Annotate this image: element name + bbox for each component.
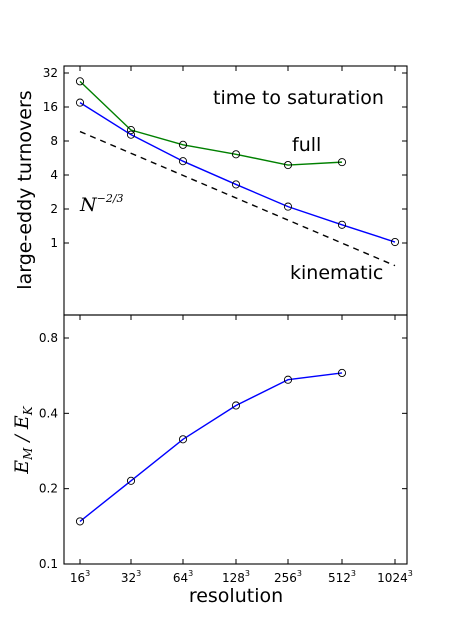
xtick-label-exp: 3 xyxy=(85,569,90,578)
data-point xyxy=(231,150,241,159)
xtick-label-base: 32 xyxy=(121,571,136,585)
data-point xyxy=(337,158,347,167)
xtick-label: 163 xyxy=(70,569,90,585)
data-point xyxy=(283,202,293,211)
top-ytick-label: 8 xyxy=(50,134,58,148)
data-point xyxy=(283,160,293,170)
series-line-full xyxy=(79,80,343,166)
data-point xyxy=(126,130,136,139)
kinematic-label: kinematic xyxy=(290,262,383,284)
bottom-ytick-label: 0.1 xyxy=(39,557,58,571)
xtick-label-exp: 3 xyxy=(408,569,413,578)
top-ytick-label: 32 xyxy=(43,66,58,80)
top-ytick-label: 4 xyxy=(50,168,58,182)
bottom-panel: 0.10.20.40.8 163 323 643 1283 2563 5123 10243 … xyxy=(11,66,413,607)
top-ytick-label: 1 xyxy=(50,236,58,250)
xtick-label: 2563 xyxy=(274,569,302,585)
data-point xyxy=(178,435,188,444)
bottom-ytick-label: 0.4 xyxy=(39,406,58,420)
data-point xyxy=(337,368,347,378)
scaling-exponent: −2/3 xyxy=(97,192,124,205)
xtick-label-exp: 3 xyxy=(136,569,141,578)
y-label-slash: / xyxy=(11,429,33,447)
xtick-label-exp: 3 xyxy=(188,569,193,578)
data-point xyxy=(178,157,188,166)
xtick-label-base: 16 xyxy=(70,571,85,585)
scaling-label: N−2/3 xyxy=(79,192,124,216)
top-ytick-label: 16 xyxy=(43,100,58,114)
svg-text:EM / EK: EM / EK xyxy=(11,405,35,475)
data-point xyxy=(231,401,241,410)
xtick-label-base: 256 xyxy=(274,571,297,585)
series-line-series-0 xyxy=(79,372,343,522)
xtick-label: 323 xyxy=(121,569,141,585)
data-point xyxy=(126,126,136,135)
data-point xyxy=(75,98,85,107)
xtick-label-exp: 3 xyxy=(297,569,302,578)
bottom-y-axis-label: EM / EK xyxy=(11,405,35,475)
y-label-den: E xyxy=(11,415,33,430)
xtick-label: 5123 xyxy=(328,569,356,585)
series-line-kinematic xyxy=(79,130,396,267)
data-point xyxy=(231,180,241,189)
bottom-ytick-label: 0.8 xyxy=(39,331,58,345)
data-point xyxy=(75,77,85,86)
y-label-den-sub: K xyxy=(21,405,35,416)
bottom-ytick-label: 0.2 xyxy=(39,482,58,496)
data-point xyxy=(283,375,293,384)
xtick-label: 643 xyxy=(173,569,193,585)
top-ytick-label: 2 xyxy=(50,202,58,216)
xtick-label-base: 512 xyxy=(328,571,351,585)
x-axis-label: resolution xyxy=(189,585,283,607)
xtick-label-exp: 3 xyxy=(245,569,250,578)
data-point xyxy=(337,220,347,229)
scaling-base: N xyxy=(79,194,98,216)
time-to-saturation-label: time to saturation xyxy=(213,87,384,109)
data-point xyxy=(126,476,136,485)
xtick-label: 1283 xyxy=(222,569,250,585)
data-point xyxy=(390,237,400,247)
xtick-label-base: 128 xyxy=(222,571,245,585)
xtick-label: 10243 xyxy=(377,569,413,585)
xtick-label-base: 64 xyxy=(173,571,188,585)
top-y-axis-label: large-eddy turnovers xyxy=(14,90,36,289)
xtick-label-exp: 3 xyxy=(351,569,356,578)
y-label-num-sub: M xyxy=(21,447,35,461)
series-line-series-1 xyxy=(79,102,396,243)
top-panel: 1 2 4 8 16 32 large-eddy turnovers time to sa… xyxy=(14,65,408,316)
data-point xyxy=(178,140,188,149)
data-point xyxy=(75,517,85,526)
bottom-axes-frame xyxy=(63,314,408,565)
full-label: full xyxy=(292,134,321,156)
xtick-label-base: 1024 xyxy=(377,571,408,585)
y-label-num: E xyxy=(11,460,33,475)
